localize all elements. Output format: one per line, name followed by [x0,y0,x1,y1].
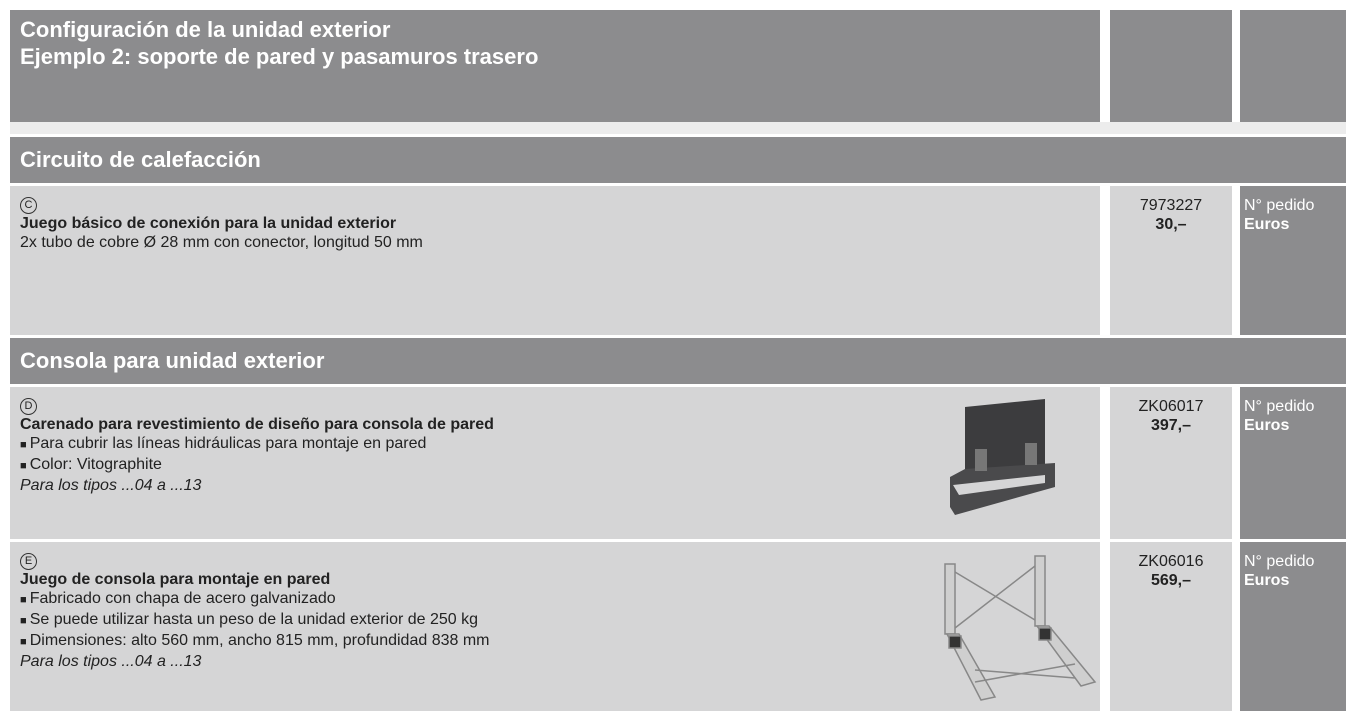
order-cell: 7973227 30,– [1110,186,1232,335]
item-note: Para los tipos ...04 a ...13 [20,477,202,494]
bullet-row: ■ Fabricado con chapa de acero galvaniza… [20,589,1090,610]
price-label: Euros [1244,216,1290,233]
bullet: ■ [20,615,30,627]
label-cell: N° pedido Euros [1240,542,1346,711]
price-label: Euros [1244,417,1290,434]
label-cell: N° pedido Euros [1240,387,1346,539]
order-label: N° pedido [1244,398,1315,415]
bullet: ■ [20,594,30,606]
header-line: Ejemplo 2: soporte de pared y pasamuros … [20,44,539,69]
label-cell: N° pedido Euros [1240,186,1346,335]
order-label: N° pedido [1244,197,1315,214]
order-number: ZK06017 [1138,398,1204,415]
price-label: Euros [1244,572,1290,589]
bullet: ■ [20,636,30,648]
item-letter: C [20,197,37,214]
item-description: C Juego básico de conexión para la unidad… [10,186,1100,335]
header-title: Configuración de la unidad exterior Ejem… [10,10,1100,76]
order-label: N° pedido [1244,553,1315,570]
item-description: E Juego de consola para montaje en pared ■… [10,542,1100,711]
letter-row: C [20,194,1090,214]
item-text: 2x tubo de cobre Ø 28 mm con conector, l… [20,234,423,251]
letter-row: E [20,550,1090,570]
bullet-text: Dimensiones: alto 560 mm, ancho 815 mm, … [29,632,490,649]
order-cell: ZK06016 569,– [1110,542,1232,711]
bullet: ■ [20,460,30,472]
bullet-row: ■ Para cubrir las líneas hidráulicas par… [20,434,1090,455]
bullet-text: Color: Vitographite [29,456,162,473]
item-letter: E [20,553,37,570]
bullet: ■ [20,439,30,451]
item-description: D Carenado para revestimiento de diseño p… [10,387,1100,539]
bullet-text: Se puede utilizar hasta un peso de la un… [29,611,479,628]
header-cell [1240,10,1346,122]
price: 397,– [1150,417,1192,434]
bullet-row: ■ Color: Vitographite [20,455,1090,476]
price: 569,– [1150,572,1192,589]
letter-row: D [20,395,1090,415]
header-panel: Configuración de la unidad exterior Ejem… [10,10,1100,122]
bullet-row: ■ Se puede utilizar hasta un peso de la … [20,610,1090,631]
bullet-text: Fabricado con chapa de acero galvanizado [29,590,336,607]
item-letter: D [20,398,37,415]
header-cell [1110,10,1232,122]
item-name: Carenado para revestimiento de diseño pa… [20,416,494,433]
bullet-row: ■ Dimensiones: alto 560 mm, ancho 815 mm… [20,631,1090,652]
item-note: Para los tipos ...04 a ...13 [20,653,202,670]
bullet-text: Para cubrir las líneas hidráulicas para … [29,435,427,452]
product-image [944,555,1097,701]
spacer-band [10,122,1346,134]
header-line: Configuración de la unidad exterior [20,17,391,42]
order-cell: ZK06017 397,– [1110,387,1232,539]
price: 30,– [1155,216,1187,233]
section-title: Consola para unidad exterior [10,338,1346,384]
order-number: 7973227 [1139,197,1203,214]
order-number: ZK06016 [1138,553,1204,570]
section-title: Circuito de calefacción [10,137,1346,183]
item-name: Juego básico de conexión para la unidad … [20,215,397,232]
item-name: Juego de consola para montaje en pared [20,571,331,588]
product-image [950,399,1055,515]
